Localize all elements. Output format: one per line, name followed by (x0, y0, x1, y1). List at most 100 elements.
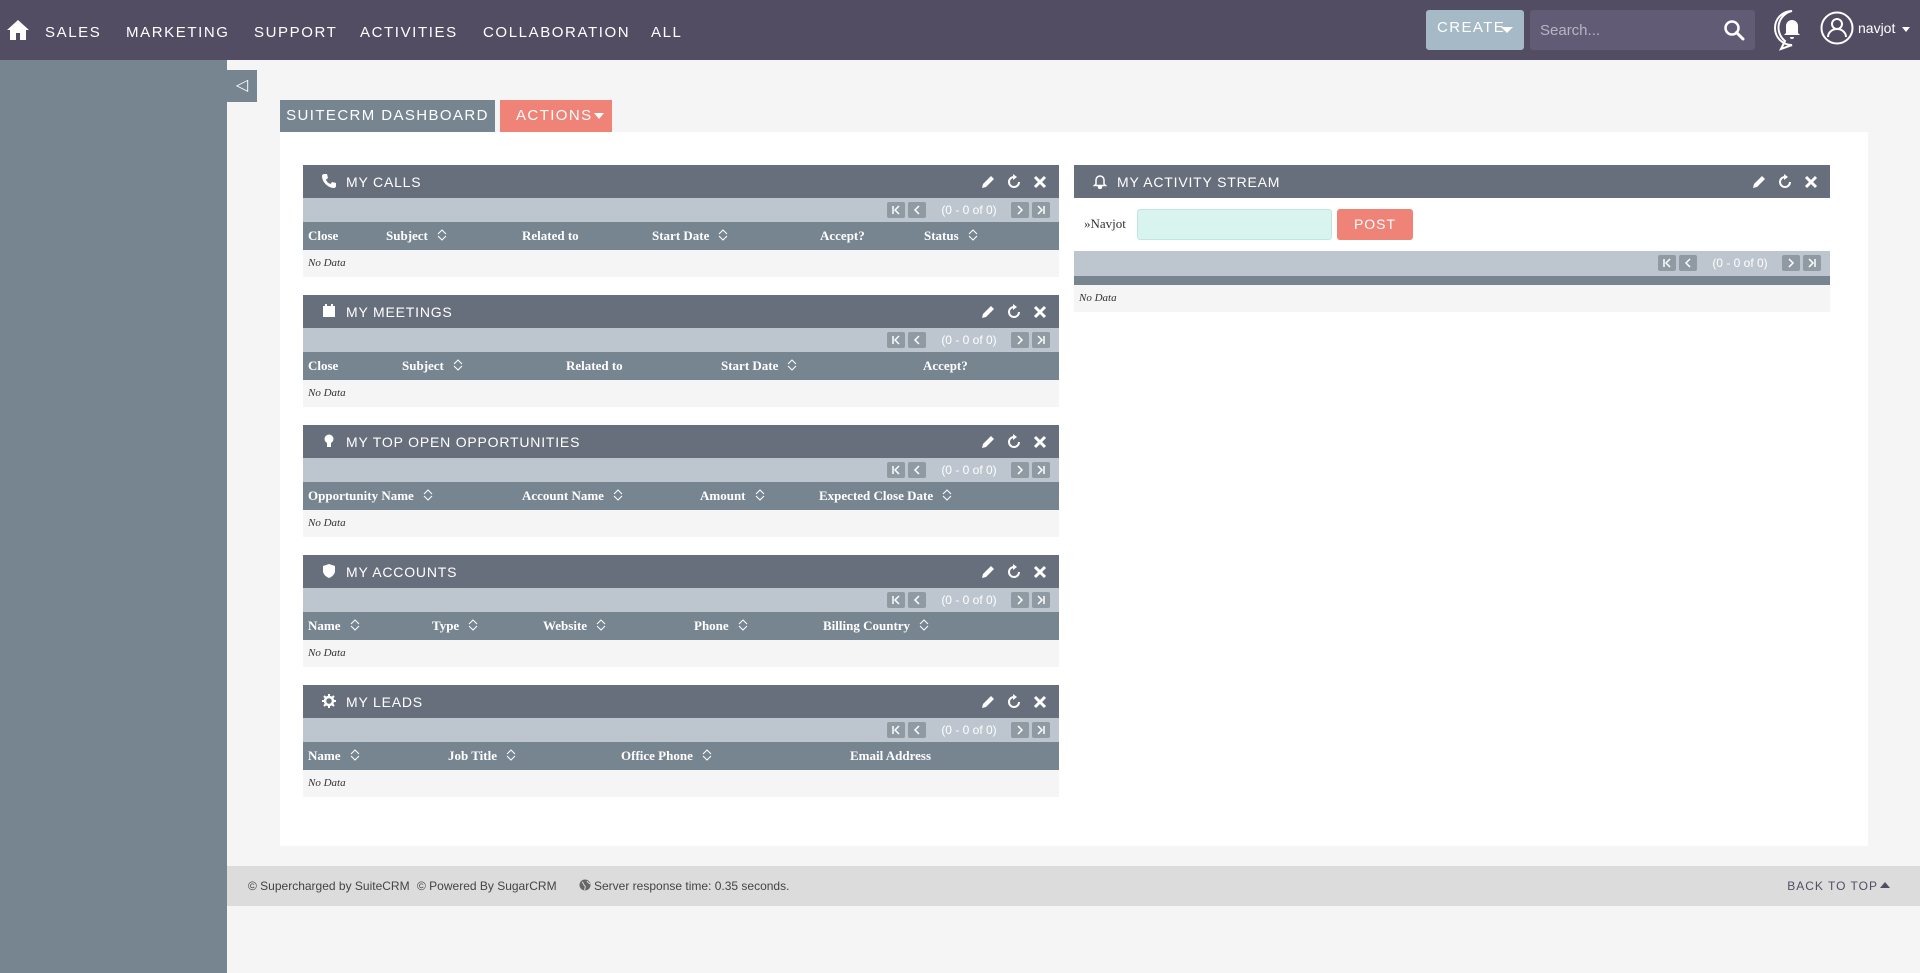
sort-icon[interactable] (787, 358, 797, 372)
last-page-button[interactable] (1803, 255, 1821, 271)
column-header-subject[interactable]: Subject (386, 228, 447, 244)
footer-supercharged-link[interactable]: © Supercharged by SuiteCRM (248, 879, 410, 893)
last-page-button[interactable] (1032, 202, 1050, 218)
refresh-icon[interactable] (1005, 173, 1023, 191)
last-page-button[interactable] (1032, 722, 1050, 738)
tab-suitecrm-dashboard[interactable]: SUITECRM DASHBOARD (280, 100, 495, 132)
next-page-button[interactable] (1011, 202, 1029, 218)
nav-marketing[interactable]: MARKETING (126, 24, 230, 41)
sort-icon[interactable] (468, 618, 478, 632)
column-header-name[interactable]: Name (308, 748, 360, 764)
user-name[interactable]: navjot (1858, 20, 1896, 36)
first-page-button[interactable] (887, 592, 905, 608)
close-icon[interactable] (1031, 693, 1049, 711)
next-page-button[interactable] (1782, 255, 1800, 271)
column-header-phone[interactable]: Phone (694, 618, 748, 634)
back-to-top-link[interactable]: BACK TO TOP (1787, 879, 1878, 893)
column-header-account-name[interactable]: Account Name (522, 488, 623, 504)
column-header-amount[interactable]: Amount (700, 488, 765, 504)
close-icon[interactable] (1802, 173, 1820, 191)
nav-support[interactable]: SUPPORT (254, 24, 338, 41)
column-header-opportunity-name[interactable]: Opportunity Name (308, 488, 433, 504)
sort-icon[interactable] (702, 748, 712, 762)
search-input[interactable] (1540, 21, 1710, 39)
last-page-button[interactable] (1032, 592, 1050, 608)
sort-icon[interactable] (718, 228, 728, 242)
previous-page-button[interactable] (908, 202, 926, 218)
next-page-button[interactable] (1011, 462, 1029, 478)
last-page-button[interactable] (1032, 462, 1050, 478)
first-page-button[interactable] (887, 202, 905, 218)
first-page-button[interactable] (887, 722, 905, 738)
sort-icon[interactable] (453, 358, 463, 372)
previous-page-button[interactable] (908, 592, 926, 608)
edit-pencil-icon[interactable] (979, 693, 997, 711)
refresh-icon[interactable] (1005, 303, 1023, 321)
sort-icon[interactable] (968, 228, 978, 242)
refresh-icon[interactable] (1005, 563, 1023, 581)
sort-icon[interactable] (350, 748, 360, 762)
nav-sales[interactable]: SALES (45, 24, 102, 41)
close-icon[interactable] (1031, 173, 1049, 191)
search-icon[interactable] (1723, 19, 1745, 41)
nav-collaboration[interactable]: COLLABORATION (483, 24, 631, 41)
first-page-button[interactable] (887, 332, 905, 348)
previous-page-button[interactable] (908, 332, 926, 348)
column-header-start-date[interactable]: Start Date (721, 358, 797, 374)
post-button[interactable]: POST (1337, 209, 1413, 240)
first-page-button[interactable] (887, 462, 905, 478)
sort-icon[interactable] (919, 618, 929, 632)
first-page-button[interactable] (1658, 255, 1676, 271)
edit-pencil-icon[interactable] (979, 433, 997, 451)
sort-icon[interactable] (350, 618, 360, 632)
next-page-button[interactable] (1011, 722, 1029, 738)
refresh-icon[interactable] (1776, 173, 1794, 191)
actions-dropdown-button[interactable]: ACTIONS (500, 100, 612, 132)
close-icon[interactable] (1031, 433, 1049, 451)
caret-down-icon[interactable] (1902, 27, 1910, 32)
notification-bell-icon[interactable] (1773, 9, 1811, 51)
sort-icon[interactable] (738, 618, 748, 632)
column-header-start-date[interactable]: Start Date (652, 228, 728, 244)
edit-pencil-icon[interactable] (1750, 173, 1768, 191)
next-page-button[interactable] (1011, 592, 1029, 608)
close-icon[interactable] (1031, 303, 1049, 321)
column-header-website[interactable]: Website (543, 618, 606, 634)
edit-pencil-icon[interactable] (979, 303, 997, 321)
edit-pencil-icon[interactable] (979, 563, 997, 581)
previous-page-button[interactable] (1679, 255, 1697, 271)
sort-icon[interactable] (423, 488, 433, 502)
column-header-name[interactable]: Name (308, 618, 360, 634)
sidebar-collapse-toggle[interactable]: ◁ (227, 70, 257, 102)
sort-icon[interactable] (596, 618, 606, 632)
previous-page-button[interactable] (908, 462, 926, 478)
last-page-button[interactable] (1032, 332, 1050, 348)
sort-icon[interactable] (942, 488, 952, 502)
sort-icon[interactable] (437, 228, 447, 242)
sort-icon[interactable] (613, 488, 623, 502)
column-header-subject[interactable]: Subject (402, 358, 463, 374)
create-button[interactable]: CREATE (1426, 10, 1524, 50)
column-header-billing-country[interactable]: Billing Country (823, 618, 929, 634)
refresh-icon[interactable] (1005, 433, 1023, 451)
previous-page-button[interactable] (908, 722, 926, 738)
footer-powered-link[interactable]: © Powered By SugarCRM (417, 879, 557, 893)
refresh-icon[interactable] (1005, 693, 1023, 711)
close-icon[interactable] (1031, 563, 1049, 581)
column-header-expected-close-date[interactable]: Expected Close Date (819, 488, 952, 504)
nav-all[interactable]: ALL (651, 24, 683, 41)
column-header-status[interactable]: Status (924, 228, 978, 244)
column-header-job-title[interactable]: Job Title (448, 748, 516, 764)
edit-pencil-icon[interactable] (979, 173, 997, 191)
user-avatar-icon[interactable] (1820, 11, 1854, 45)
caret-up-icon[interactable] (1880, 882, 1890, 888)
column-header-type[interactable]: Type (432, 618, 478, 634)
nav-activities[interactable]: ACTIVITIES (360, 24, 458, 41)
home-icon[interactable] (6, 18, 30, 42)
sort-icon[interactable] (755, 488, 765, 502)
sort-icon[interactable] (506, 748, 516, 762)
activity-post-input[interactable] (1137, 209, 1332, 240)
activity-user-toggle[interactable]: »Navjot (1084, 216, 1126, 232)
column-header-office-phone[interactable]: Office Phone (621, 748, 712, 764)
next-page-button[interactable] (1011, 332, 1029, 348)
